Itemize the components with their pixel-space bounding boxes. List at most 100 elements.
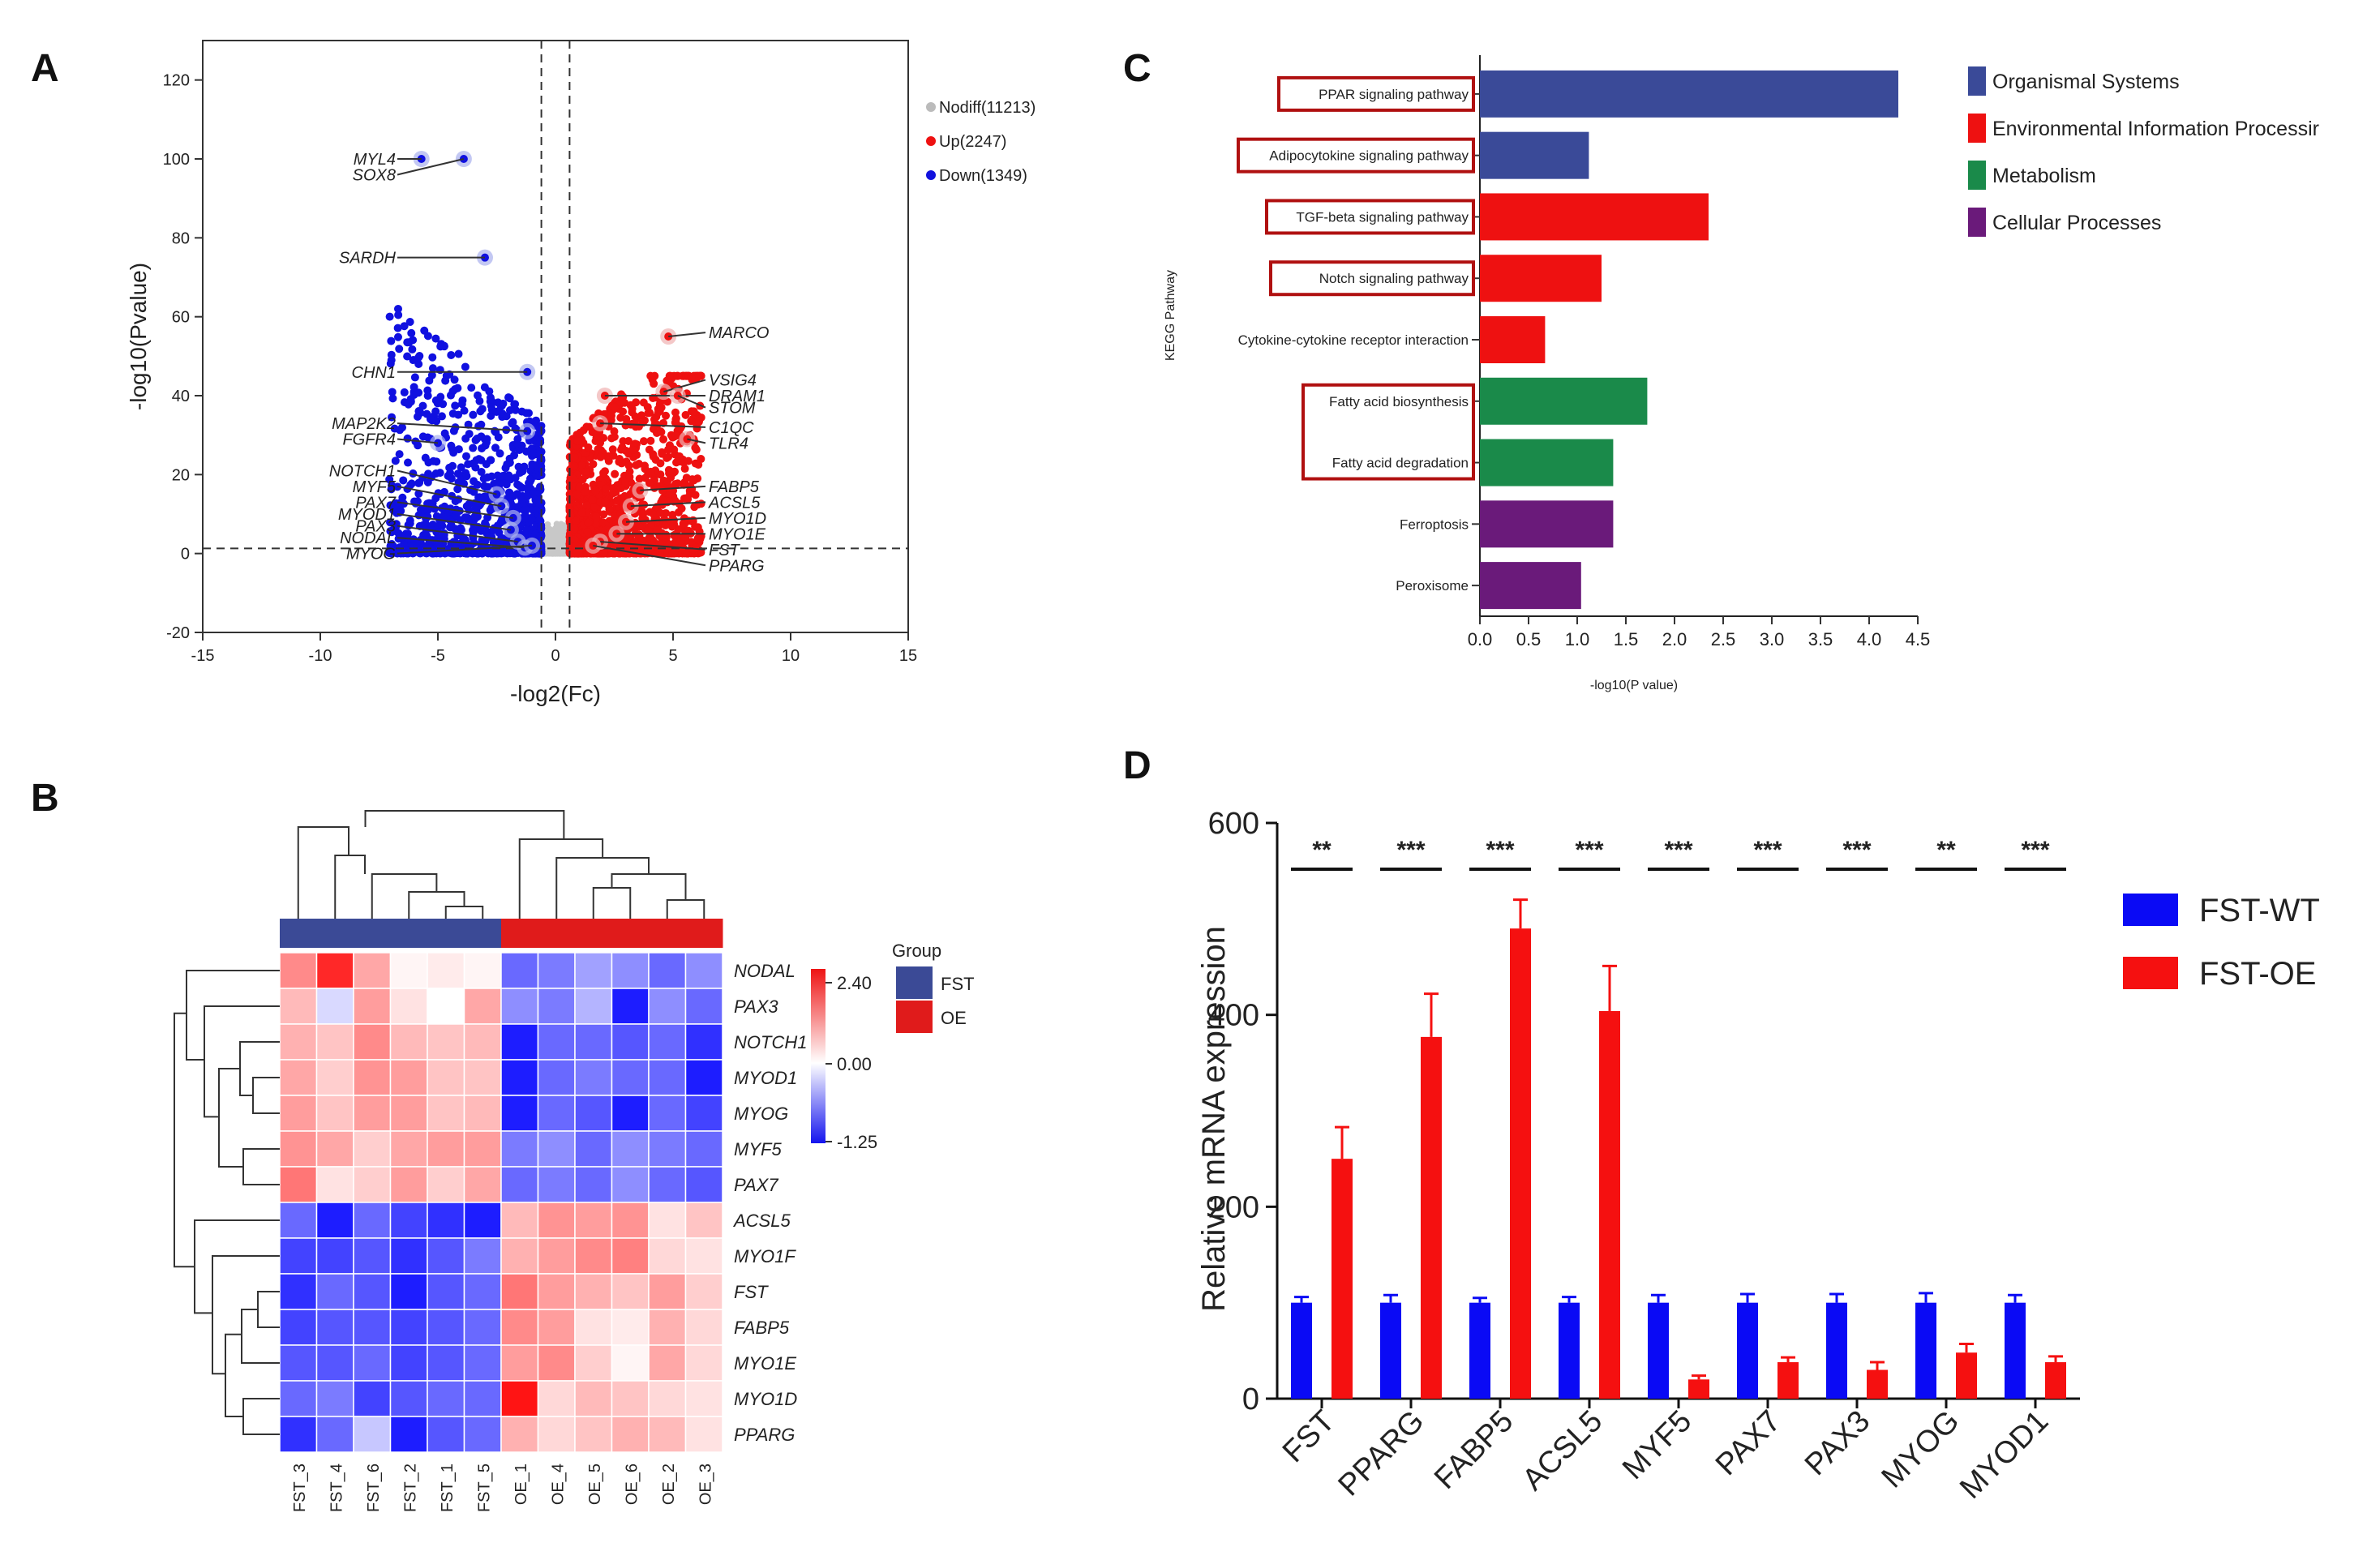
gene-label: MYOD1: [338, 506, 396, 524]
down-point: [473, 435, 482, 444]
highlight-box: [1269, 260, 1475, 297]
highlight-box: [1265, 199, 1475, 235]
dendrogram-branch: [444, 906, 484, 919]
label-leader: [397, 438, 439, 444]
significance-stars: ***: [1664, 837, 1692, 864]
column-label: OE_2: [660, 1464, 678, 1505]
dendrogram-branch: [225, 1333, 243, 1417]
pathway-bar: [1480, 377, 1648, 425]
highlight-box: [1301, 383, 1475, 481]
heatmap-cell: [648, 1059, 687, 1096]
down-point: [507, 548, 516, 557]
heatmap-cell: [648, 1202, 687, 1239]
significance-stars: ***: [2021, 837, 2049, 864]
significance-stars: ***: [1842, 837, 1871, 864]
down-point: [478, 405, 487, 414]
legend-label: Metabolism: [1992, 165, 2096, 187]
up-point: [670, 445, 679, 454]
x-tick-label: MYOD1: [1953, 1404, 2055, 1506]
down-point: [453, 485, 462, 494]
heatmap-cell: [315, 1095, 354, 1132]
down-point: [475, 396, 484, 405]
heatmap-cell: [537, 1023, 576, 1061]
heatmap-cell: [684, 1273, 723, 1310]
down-point: [385, 312, 394, 321]
label-leader: [397, 469, 497, 495]
pathway-bar: [1480, 193, 1709, 241]
down-point: [423, 478, 432, 486]
group-bar-cell: [685, 919, 723, 948]
heatmap-cell: [648, 1130, 687, 1168]
x-tick-label: MYOG: [1876, 1404, 1966, 1495]
down-point: [393, 304, 402, 313]
up-point: [611, 549, 620, 558]
pathway-label: Notch signaling pathway: [1319, 271, 1469, 286]
row-label: MYF5: [734, 1139, 782, 1159]
heatmap-cell: [537, 1380, 576, 1417]
down-point: [399, 476, 408, 485]
scale-label: -1.25: [837, 1132, 877, 1152]
down-point: [487, 472, 496, 481]
down-point: [410, 383, 418, 392]
row-label: MYO1F: [734, 1246, 796, 1266]
down-point: [481, 537, 490, 546]
row-dendrogram: [174, 970, 280, 1435]
heatmap-cell: [574, 1095, 613, 1132]
heatmap-cell: [574, 1309, 613, 1346]
heatmap-cell: [537, 952, 576, 989]
heatmap-cell: [611, 1273, 650, 1310]
nodiff-point: [556, 522, 564, 529]
label-leader: [397, 513, 512, 531]
down-point: [422, 409, 431, 418]
down-point: [449, 448, 458, 457]
dendrogram-branch: [212, 1255, 280, 1375]
row-label: PPARG: [734, 1425, 795, 1445]
down-point: [386, 359, 395, 368]
x-tick-label: PPARG: [1332, 1404, 1431, 1503]
heatmap-cell: [353, 1202, 392, 1239]
heatmap-cell: [611, 1166, 650, 1203]
up-point: [641, 474, 650, 482]
group-legend-swatch: [896, 966, 933, 999]
gene-label: MYO1E: [709, 525, 766, 543]
up-point: [657, 403, 666, 412]
down-point: [534, 472, 543, 481]
up-point: [599, 510, 608, 519]
x-axis-label: -log10(P value): [1590, 679, 1678, 692]
scale-label: 0.00: [837, 1054, 872, 1074]
heatmap-cell: [427, 1416, 465, 1453]
heatmap-cell: [611, 1059, 650, 1096]
x-tick-label: 1.0: [1565, 629, 1590, 649]
heatmap-cell: [648, 1416, 687, 1453]
label-leader: [630, 501, 706, 508]
down-point: [421, 453, 430, 462]
down-point: [477, 420, 486, 429]
heatmap-cell: [315, 1130, 354, 1168]
up-point: [572, 490, 581, 499]
up-point: [673, 479, 682, 488]
dendrogram-branch: [518, 838, 604, 919]
up-point: [667, 516, 675, 525]
down-point: [391, 456, 400, 465]
y-tick-label: 400: [1208, 999, 1259, 1033]
down-point: [440, 341, 448, 350]
heatmap-cell: [315, 1059, 354, 1096]
heatmap-cell: [427, 952, 465, 989]
row-label: ACSL5: [732, 1211, 791, 1231]
down-point: [403, 352, 412, 361]
x-tick-label: 10: [782, 647, 800, 665]
x-tick-label: 1.5: [1614, 629, 1639, 649]
up-point: [662, 508, 671, 517]
heatmap-cell: [279, 952, 318, 989]
heatmap-cell: [427, 1059, 465, 1096]
gene-label: SOX8: [353, 166, 396, 184]
group-bar-cell: [649, 919, 686, 948]
down-point: [432, 512, 441, 521]
x-tick-label: -15: [191, 647, 215, 665]
heatmap-cell: [463, 1059, 502, 1096]
down-point: [457, 463, 465, 472]
heatmap-cell: [463, 1273, 502, 1310]
down-point: [515, 446, 524, 455]
up-point: [668, 549, 677, 558]
down-point: [400, 388, 409, 396]
